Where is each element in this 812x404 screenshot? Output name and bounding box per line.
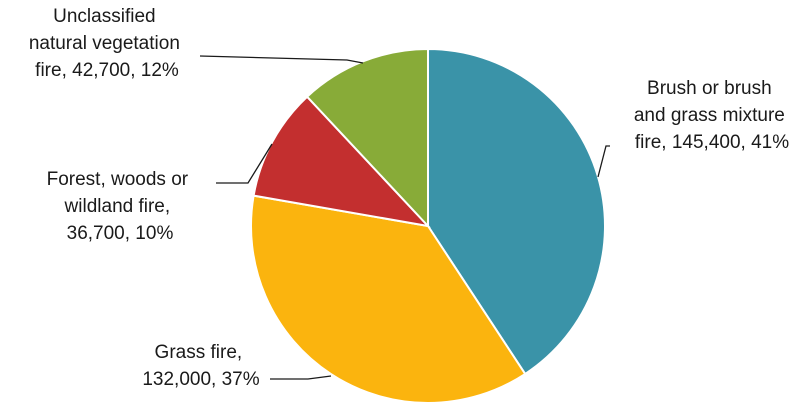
data-label-brush-grass: Brush or brush and grass mixture fire, 1… (634, 78, 790, 153)
data-label-forest-woods-wildland: Forest, woods or wildland fire, 36,700, … (47, 169, 194, 244)
leader-line-unclassified (200, 56, 363, 63)
leader-line-grass (270, 376, 331, 379)
leader-line-brush-grass (598, 146, 610, 177)
pie-slices (251, 49, 605, 403)
data-label-unclassified: Unclassified natural vegetation fire, 42… (29, 6, 185, 81)
data-label-grass: Grass fire, 132,000, 37% (142, 342, 259, 390)
